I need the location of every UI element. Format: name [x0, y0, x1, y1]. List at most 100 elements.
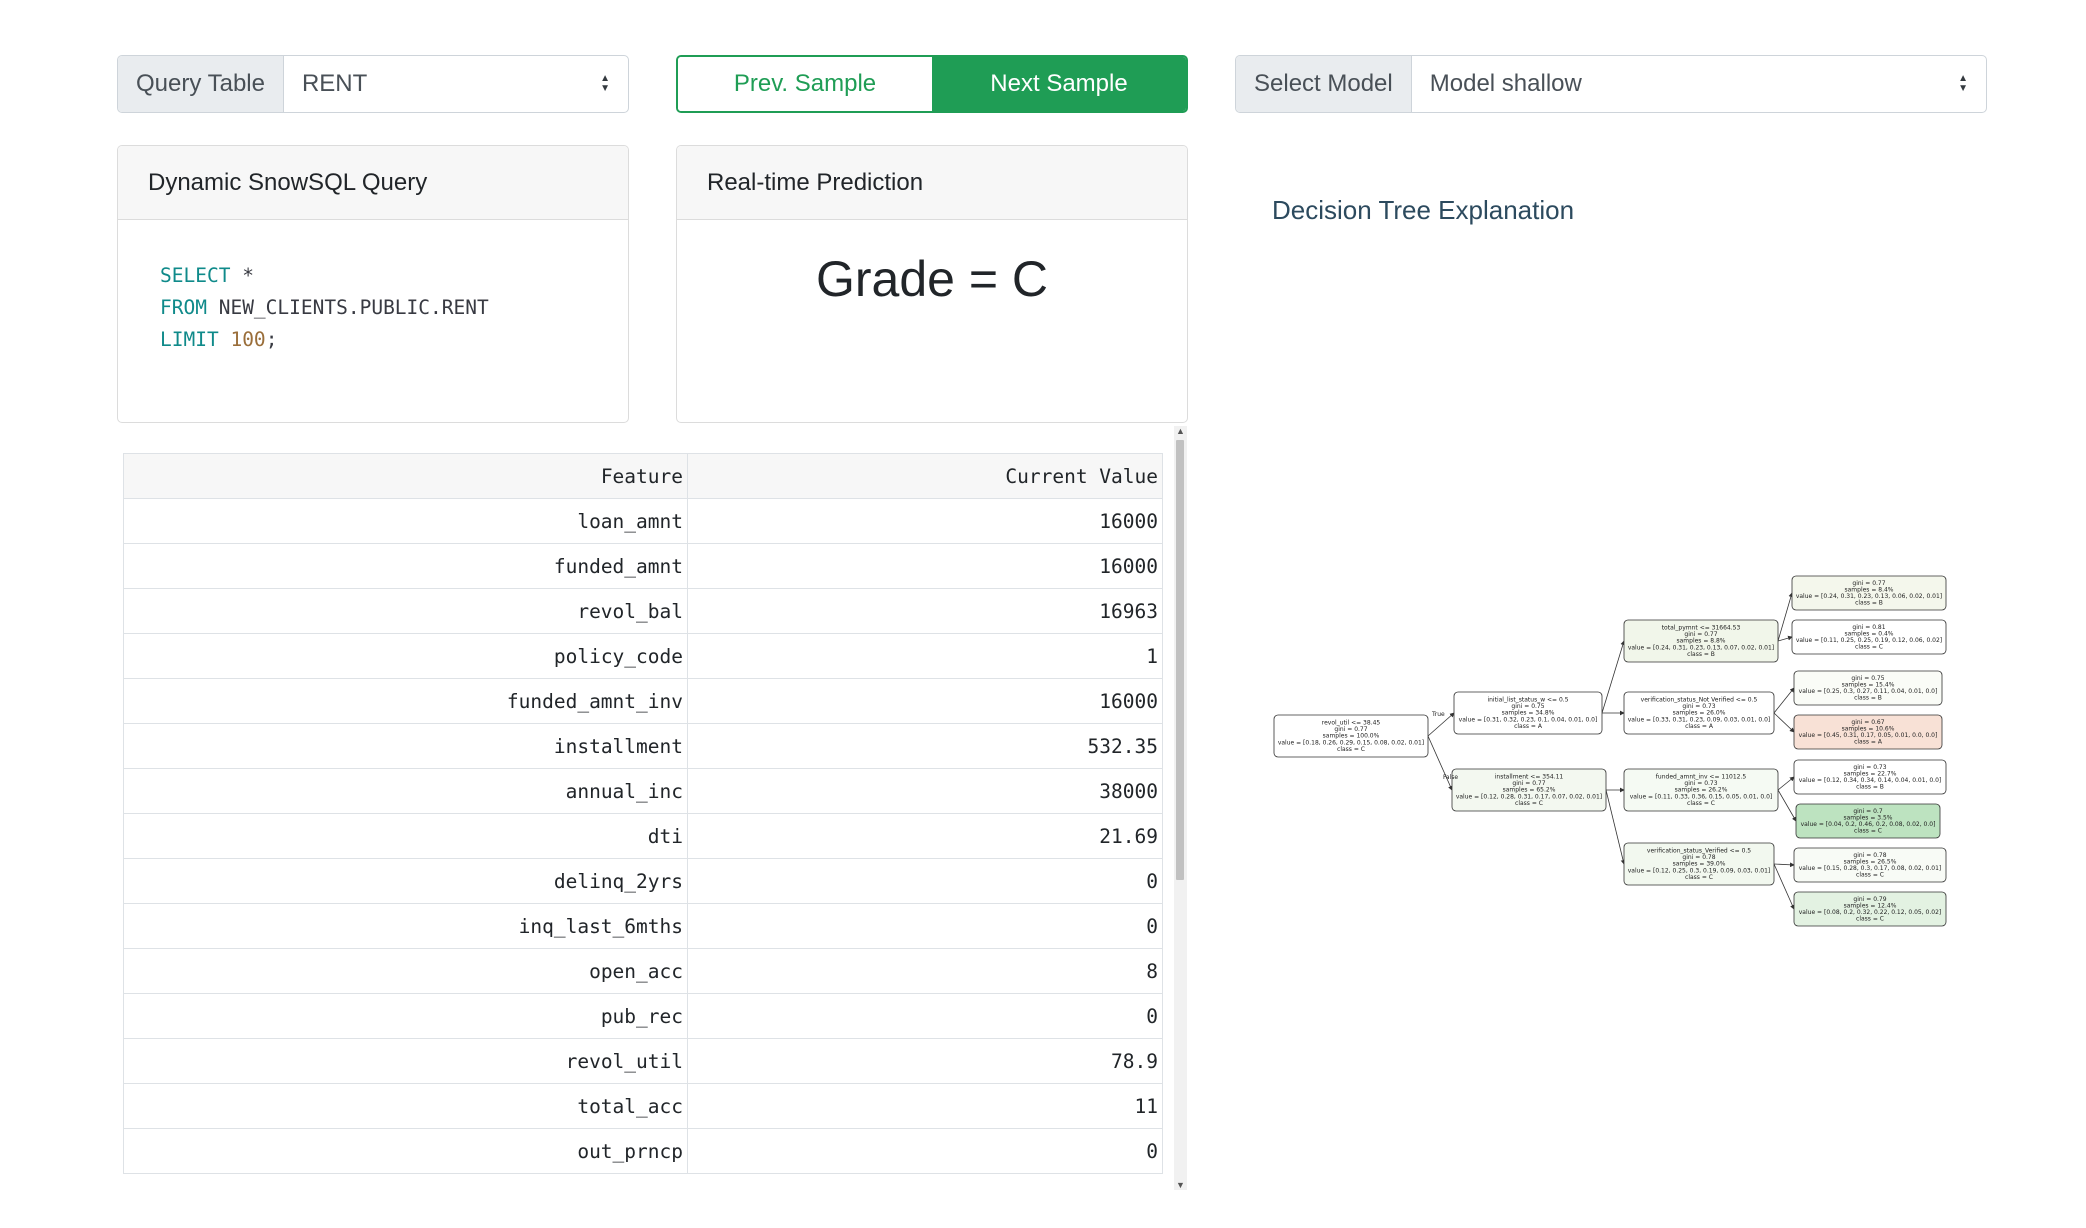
tree-node-text: class = A [1854, 739, 1883, 746]
tree-node-text: samples = 15.4% [1842, 681, 1895, 688]
feature-value-cell: 8 [687, 948, 1163, 994]
feature-name-cell: funded_amnt [123, 543, 688, 589]
tree-edge [1605, 789, 1626, 865]
tree-node-box [1795, 803, 1941, 839]
tree-node-box [1453, 691, 1603, 735]
scrollbar-thumb[interactable] [1176, 440, 1184, 880]
sample-nav-group: Prev. Sample Next Sample [676, 55, 1188, 113]
tree-node-box [1793, 670, 1943, 706]
tree-node-box [1793, 714, 1943, 750]
feature-name-cell: revol_util [123, 1038, 688, 1084]
tree-node-box [1793, 891, 1947, 927]
next-sample-button[interactable]: Next Sample [932, 57, 1186, 111]
tree-node-text: value = [0.24, 0.31, 0.23, 0.13, 0.07, 0… [1628, 644, 1774, 651]
tree-title: Decision Tree Explanation [1272, 195, 1575, 225]
tree-edge [1773, 862, 1795, 868]
tree-node-text: gini = 0.78 [1682, 854, 1715, 861]
tree-node-text: class = C [1685, 874, 1713, 881]
tree-node-text: gini = 0.73 [1682, 703, 1715, 710]
table-header-row: Feature Current Value [123, 453, 1163, 499]
feature-name-cell: policy_code [123, 633, 688, 679]
tree-node-text: samples = 22.7% [1844, 770, 1897, 777]
feature-value-cell: 16000 [687, 543, 1163, 589]
feature-name-cell: loan_amnt [123, 498, 688, 544]
tree-node-text: gini = 0.73 [1684, 780, 1717, 787]
feature-table-container[interactable]: Feature Current Value loan_amnt 16000 fund… [123, 453, 1165, 1190]
tree-node-text: samples = 8.4% [1844, 586, 1893, 593]
tree-node-text: samples = 34.8% [1502, 710, 1555, 717]
tree-node-text: samples = 26.0% [1673, 710, 1726, 717]
feature-value-cell: 1 [687, 633, 1163, 679]
select-arrows-icon: ▲ ▼ [600, 73, 610, 94]
table-row: delinq_2yrs 0 [123, 858, 1163, 904]
tree-node-text: gini = 0.73 [1853, 764, 1886, 771]
feature-name-cell: revol_bal [123, 588, 688, 634]
table-row: funded_amnt 16000 [123, 543, 1163, 589]
tree-node-text: gini = 0.75 [1851, 675, 1884, 682]
tree-node: verification_status_Verified <= 0.5gini … [1623, 842, 1775, 886]
tree-node-text: value = [0.12, 0.28, 0.31, 0.17, 0.07, 0… [1456, 793, 1602, 800]
tree-node-text: gini = 0.78 [1853, 852, 1886, 859]
tree-node-box [1623, 619, 1779, 663]
tree-node-text: class = B [1854, 695, 1882, 702]
query-card-title: Dynamic SnowSQL Query [118, 146, 628, 220]
query-table-group: Query Table RENT ▲ ▼ [117, 55, 629, 113]
tree-node-text: samples = 0.4% [1844, 630, 1893, 637]
tree-node-text: value = [0.45, 0.31, 0.17, 0.05, 0.01, 0… [1799, 732, 1938, 739]
feature-name-cell: open_acc [123, 948, 688, 994]
tree-node-box [1791, 575, 1947, 611]
table-row: annual_inc 38000 [123, 768, 1163, 814]
feature-value-cell: 11 [687, 1083, 1163, 1129]
feature-name-cell: pub_rec [123, 993, 688, 1039]
tree-edge [1427, 712, 1455, 737]
query-table-select[interactable]: RENT ▲ ▼ [284, 56, 628, 112]
query-table-label: Query Table [118, 56, 284, 112]
table-row: inq_last_6mths 0 [123, 903, 1163, 949]
tree-node-box [1273, 714, 1429, 758]
tree-node-text: value = [0.31, 0.32, 0.23, 0.1, 0.04, 0.… [1459, 716, 1598, 723]
tree-node-box [1793, 759, 1947, 795]
table-row: policy_code 1 [123, 633, 1163, 679]
tree-edge [1777, 776, 1795, 791]
feature-table: Feature Current Value loan_amnt 16000 fund… [123, 453, 1163, 1174]
tree-node-text: gini = 0.77 [1852, 580, 1885, 587]
feature-value-cell: 0 [687, 993, 1163, 1039]
table-row: dti 21.69 [123, 813, 1163, 859]
query-table-value: RENT [301, 70, 368, 97]
tree-node-text: samples = 39.0% [1673, 861, 1726, 868]
feature-name-cell: out_prncp [123, 1128, 688, 1174]
tree-node-text: samples = 12.4% [1844, 902, 1897, 909]
tree-node-text: value = [0.33, 0.31, 0.23, 0.09, 0.03, 0… [1628, 716, 1771, 723]
tree-node-box [1623, 768, 1779, 812]
model-select[interactable]: Model shallow ▲ ▼ [1412, 56, 1986, 112]
table-scrollbar[interactable]: ▲ ▼ [1174, 426, 1187, 1190]
tree-node-box [1793, 847, 1947, 883]
tree-node-text: funded_amnt_inv <= 11012.5 [1656, 774, 1747, 781]
feature-header: Feature [123, 453, 688, 499]
prediction-card: Real-time Prediction Grade = C [676, 145, 1188, 423]
tree-edge [1427, 735, 1453, 791]
tree-node-text: verification_status_Verified <= 0.5 [1647, 848, 1751, 855]
table-row: funded_amnt_inv 16000 [123, 678, 1163, 724]
tree-node-text: value = [0.11, 0.33, 0.36, 0.15, 0.05, 0… [1630, 793, 1773, 800]
scroll-up-icon[interactable]: ▲ [1176, 426, 1185, 436]
tree-edge-label-false: False [1443, 774, 1458, 781]
tree-node-text: samples = 3.5% [1843, 814, 1892, 821]
prev-sample-button[interactable]: Prev. Sample [678, 57, 932, 111]
feature-value-cell: 38000 [687, 768, 1163, 814]
tree-node: verification_status_Not Verified <= 0.5g… [1623, 691, 1775, 735]
feature-name-cell: inq_last_6mths [123, 903, 688, 949]
tree-edge [1773, 712, 1795, 733]
tree-node-text: value = [0.15, 0.28, 0.3, 0.17, 0.08, 0.… [1799, 865, 1942, 872]
tree-node-text: gini = 0.77 [1684, 631, 1717, 638]
scroll-down-icon[interactable]: ▼ [1176, 1180, 1185, 1190]
